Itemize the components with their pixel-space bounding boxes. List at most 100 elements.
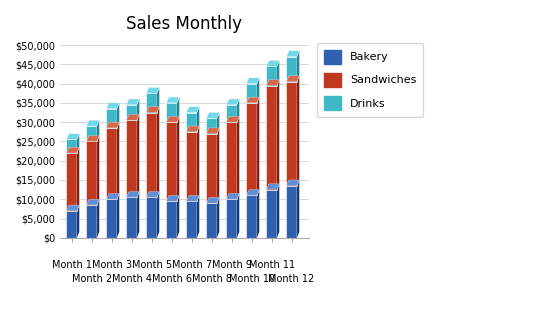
Bar	[266, 190, 277, 238]
Bar	[206, 118, 217, 134]
Polygon shape	[97, 199, 100, 238]
Bar	[126, 120, 137, 197]
Bar	[227, 199, 237, 238]
Bar	[206, 203, 217, 238]
Bar	[106, 199, 117, 238]
Text: Month 1: Month 1	[52, 260, 92, 270]
Bar	[227, 122, 237, 199]
Polygon shape	[237, 116, 239, 199]
Polygon shape	[277, 80, 279, 190]
Polygon shape	[297, 180, 299, 238]
Polygon shape	[117, 193, 119, 238]
Polygon shape	[206, 197, 219, 203]
Bar	[167, 103, 177, 122]
Bar	[206, 134, 217, 203]
Polygon shape	[177, 195, 179, 238]
Polygon shape	[287, 76, 299, 82]
Polygon shape	[106, 193, 119, 199]
Bar	[246, 84, 257, 103]
Polygon shape	[167, 116, 179, 122]
Polygon shape	[126, 114, 139, 120]
Text: Month 3: Month 3	[92, 260, 131, 270]
Polygon shape	[266, 184, 279, 190]
Bar	[67, 153, 77, 211]
Polygon shape	[257, 97, 260, 195]
Polygon shape	[186, 195, 200, 201]
Polygon shape	[86, 120, 100, 126]
Polygon shape	[266, 80, 279, 86]
Bar	[106, 128, 117, 199]
Text: Month 5: Month 5	[131, 260, 172, 270]
Text: Month 6: Month 6	[152, 274, 191, 284]
Polygon shape	[97, 136, 100, 205]
Polygon shape	[137, 99, 139, 120]
Polygon shape	[186, 126, 200, 132]
Polygon shape	[157, 87, 160, 113]
Polygon shape	[277, 60, 279, 86]
Polygon shape	[67, 134, 79, 140]
Polygon shape	[146, 87, 160, 93]
Polygon shape	[117, 103, 119, 128]
Polygon shape	[137, 114, 139, 197]
Bar	[67, 211, 77, 238]
Polygon shape	[106, 122, 119, 128]
Text: Month 9: Month 9	[212, 260, 251, 270]
Polygon shape	[206, 113, 219, 118]
Polygon shape	[237, 99, 239, 122]
Polygon shape	[117, 122, 119, 199]
Polygon shape	[67, 205, 79, 211]
Text: Month 7: Month 7	[172, 260, 212, 270]
Bar	[246, 195, 257, 238]
Bar	[266, 86, 277, 190]
Polygon shape	[257, 78, 260, 103]
Bar	[146, 113, 157, 197]
Polygon shape	[246, 190, 260, 195]
Polygon shape	[126, 191, 139, 197]
Bar	[126, 197, 137, 238]
Bar	[86, 126, 97, 142]
Polygon shape	[137, 191, 139, 238]
Polygon shape	[237, 193, 239, 238]
Polygon shape	[197, 107, 200, 132]
Polygon shape	[257, 190, 260, 238]
Polygon shape	[157, 107, 160, 197]
Bar	[287, 82, 297, 186]
Polygon shape	[217, 128, 219, 203]
Bar	[146, 197, 157, 238]
Bar	[246, 103, 257, 195]
Polygon shape	[227, 193, 239, 199]
Polygon shape	[77, 205, 79, 238]
Polygon shape	[126, 99, 139, 105]
Bar	[86, 142, 97, 205]
Polygon shape	[67, 147, 79, 153]
Polygon shape	[146, 191, 160, 197]
Legend: Bakery, Sandwiches, Drinks: Bakery, Sandwiches, Drinks	[317, 43, 424, 117]
Bar	[186, 201, 197, 238]
Polygon shape	[177, 97, 179, 122]
Bar	[126, 105, 137, 120]
Polygon shape	[167, 97, 179, 103]
Polygon shape	[217, 113, 219, 134]
Polygon shape	[287, 51, 299, 57]
Polygon shape	[197, 195, 200, 238]
Bar	[167, 201, 177, 238]
Polygon shape	[97, 120, 100, 142]
Text: Month 2: Month 2	[72, 274, 112, 284]
Polygon shape	[77, 134, 79, 153]
Bar	[146, 93, 157, 113]
Polygon shape	[287, 180, 299, 186]
Bar	[266, 66, 277, 86]
Polygon shape	[227, 99, 239, 105]
Polygon shape	[77, 147, 79, 211]
Polygon shape	[86, 199, 100, 205]
Bar	[287, 186, 297, 238]
Polygon shape	[277, 184, 279, 238]
Polygon shape	[186, 107, 200, 113]
Polygon shape	[146, 107, 160, 113]
Bar	[86, 205, 97, 238]
Polygon shape	[197, 126, 200, 201]
Polygon shape	[177, 116, 179, 201]
Bar	[167, 122, 177, 201]
Text: Month 11: Month 11	[249, 260, 295, 270]
Text: Month 12: Month 12	[268, 274, 315, 284]
